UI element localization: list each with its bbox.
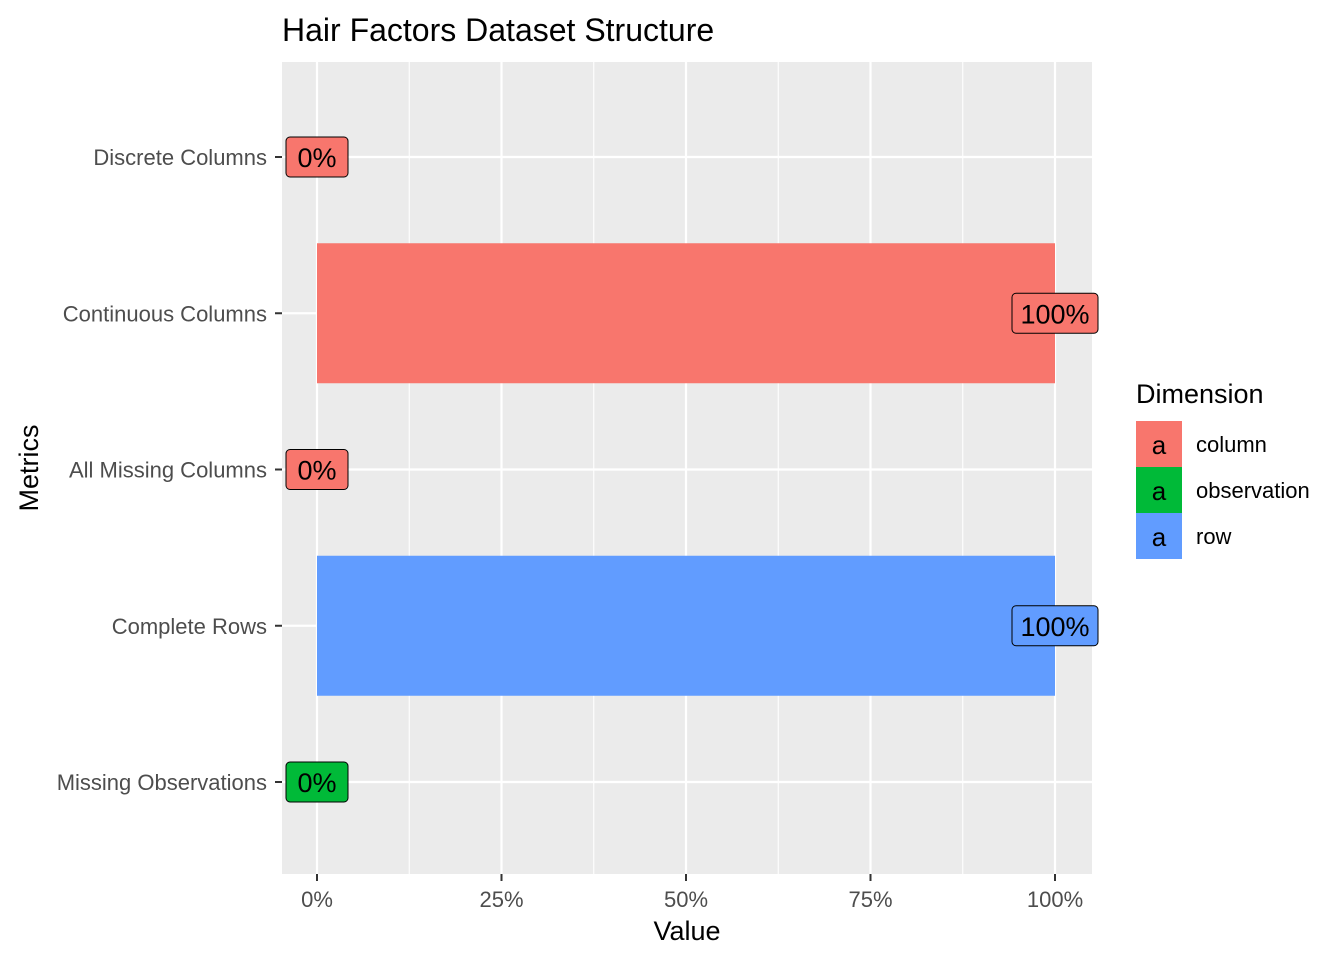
x-tick-label: 25%	[479, 887, 523, 912]
data-label-box	[285, 449, 349, 490]
legend-label: row	[1196, 524, 1232, 549]
legend-title: Dimension	[1136, 379, 1264, 409]
data-label-box	[1011, 292, 1099, 334]
data-label: 0%	[297, 143, 336, 173]
data-label-box	[1011, 605, 1099, 647]
legend-key	[1136, 467, 1182, 513]
bar	[317, 243, 1055, 384]
y-tick-label: All Missing Columns	[69, 458, 267, 483]
legend-key	[1136, 513, 1182, 559]
x-tick-label: 100%	[1027, 887, 1083, 912]
y-tick-label: Missing Observations	[57, 770, 267, 795]
x-tick-label: 75%	[848, 887, 892, 912]
bars	[317, 243, 1055, 696]
x-tick-label: 50%	[664, 887, 708, 912]
data-label: 0%	[297, 768, 336, 798]
legend: Dimension a column a observation a row	[1136, 379, 1310, 559]
y-axis-title: Metrics	[14, 425, 44, 512]
x-axis-title: Value	[653, 916, 720, 946]
data-label: 0%	[297, 456, 336, 486]
y-axis: Discrete Columns Continuous Columns All Mi…	[57, 145, 282, 795]
chart-title: Hair Factors Dataset Structure	[282, 12, 714, 48]
legend-key-glyph: a	[1152, 430, 1167, 460]
y-tick-label: Complete Rows	[112, 614, 267, 639]
legend-key-glyph: a	[1152, 476, 1167, 506]
y-tick-label: Continuous Columns	[63, 301, 267, 326]
legend-label: observation	[1196, 478, 1310, 503]
x-tick-label: 0%	[301, 887, 333, 912]
bar	[317, 555, 1055, 696]
data-label: 100%	[1020, 299, 1089, 329]
legend-key	[1136, 421, 1182, 467]
data-label-box	[285, 761, 349, 803]
legend-key-glyph: a	[1152, 522, 1167, 552]
x-axis: 0% 25% 50% 75% 100%	[301, 874, 1083, 912]
data-label-box	[285, 136, 349, 178]
legend-label: column	[1196, 432, 1267, 457]
y-tick-label: Discrete Columns	[93, 145, 267, 170]
data-label: 100%	[1020, 612, 1089, 642]
data-labels: 0% 100% 0% 100% 0%	[285, 136, 1099, 803]
